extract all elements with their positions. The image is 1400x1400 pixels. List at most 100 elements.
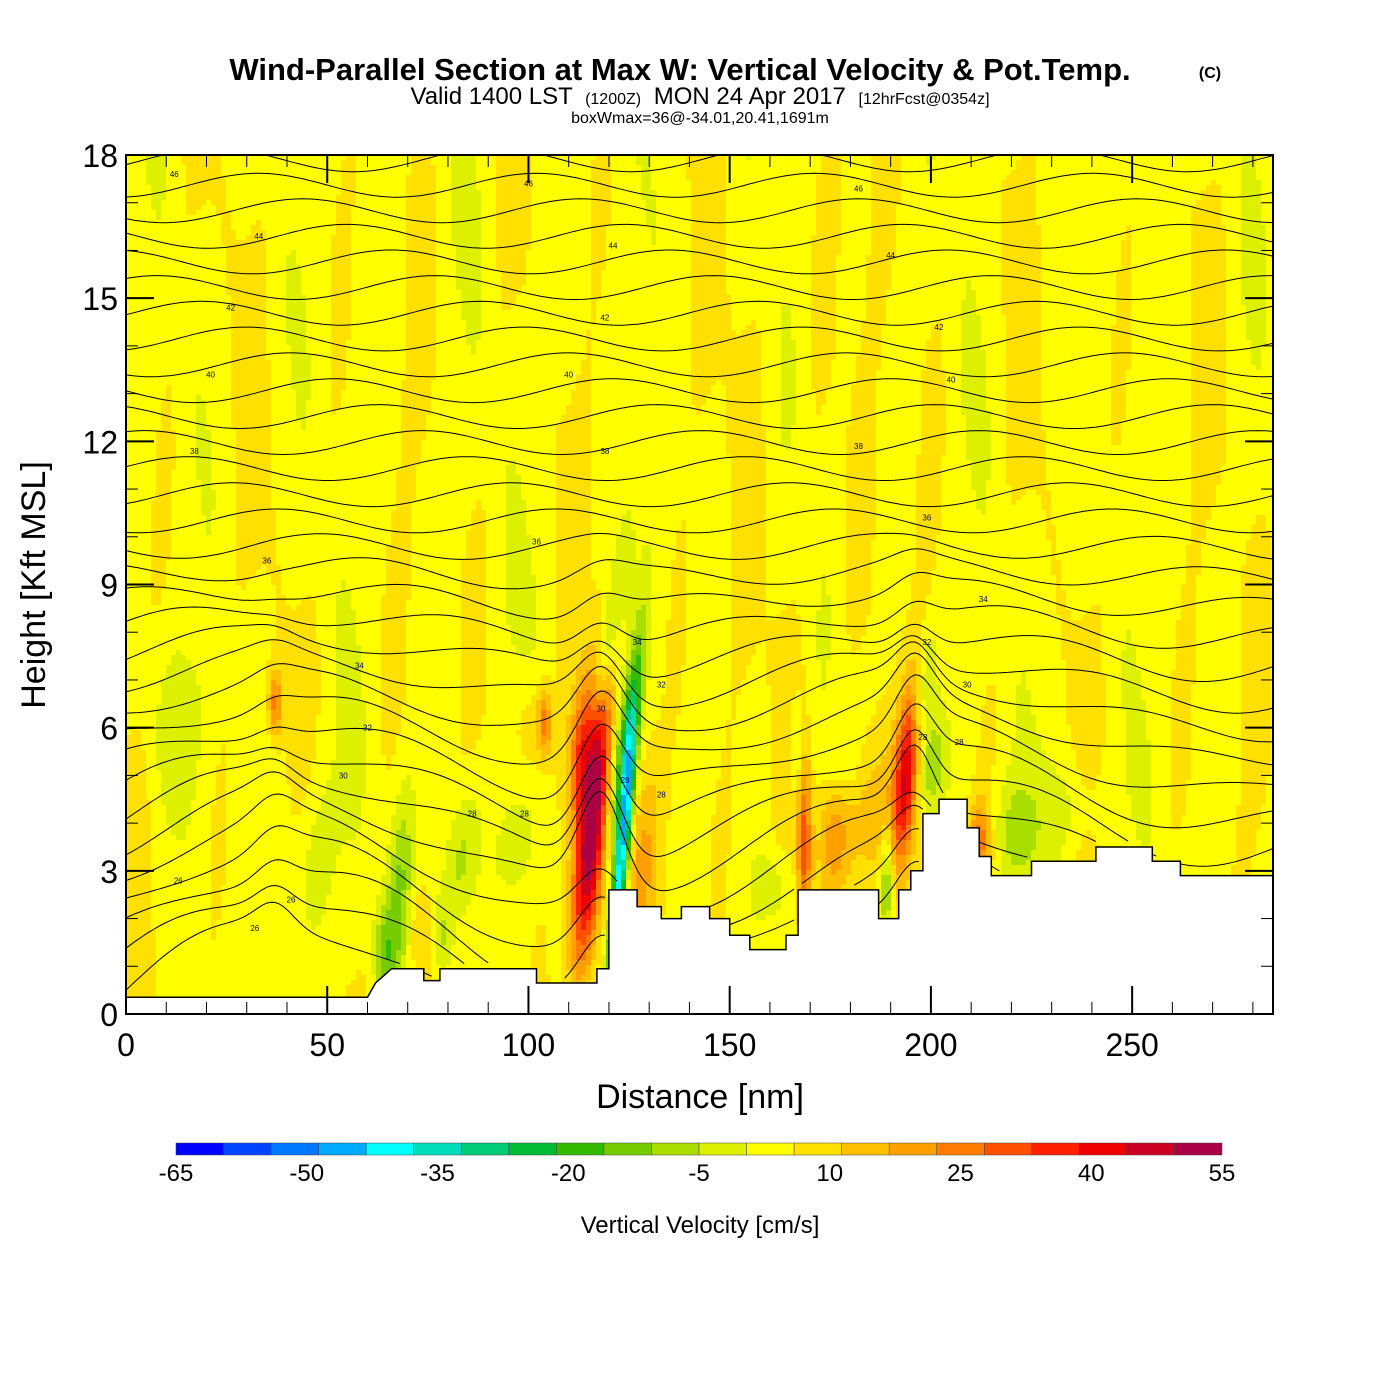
copyright-mark: (C) bbox=[1199, 65, 1221, 82]
theta-contour-label: 30 bbox=[596, 705, 605, 714]
y-tick-label: 12 bbox=[82, 424, 118, 460]
x-axis: 0 50 100 150 200 250 bbox=[117, 155, 1254, 1063]
theta-contour-label: 36 bbox=[922, 514, 931, 523]
colorbar-swatch bbox=[1079, 1142, 1128, 1156]
theta-contour bbox=[126, 352, 1273, 378]
theta-contour bbox=[126, 482, 1273, 508]
theta-contour-label: 28 bbox=[520, 810, 529, 819]
theta-contour bbox=[126, 456, 1273, 481]
colorbar bbox=[175, 1142, 1223, 1156]
theta-contour-label: 32 bbox=[363, 724, 372, 733]
theta-contour-label: 28 bbox=[657, 790, 666, 799]
theta-contour bbox=[126, 223, 1273, 249]
colorbar-tick-label: 10 bbox=[816, 1160, 843, 1187]
colorbar-swatch bbox=[1031, 1142, 1080, 1156]
plot-area: 46 46 46 44 44 44 42 42 42 40 40 40 38 38 38 36 36 36 34 34… bbox=[126, 155, 1273, 1014]
colorbar-swatch bbox=[746, 1142, 795, 1156]
theta-contour bbox=[126, 198, 1273, 224]
x-axis-label: Distance [nm] bbox=[596, 1078, 804, 1116]
colorbar-swatch bbox=[461, 1142, 510, 1156]
theta-contour bbox=[126, 508, 1273, 534]
colorbar-swatch bbox=[841, 1142, 890, 1156]
colorbar-tick-label: -35 bbox=[420, 1160, 455, 1187]
theta-contour bbox=[126, 275, 1273, 300]
theta-contour bbox=[126, 804, 1000, 948]
colorbar-swatch bbox=[698, 1142, 747, 1156]
theta-contour-label: 46 bbox=[170, 170, 179, 179]
y-tick-label: 3 bbox=[100, 854, 118, 890]
valid-date: MON 24 Apr 2017 bbox=[654, 83, 846, 110]
theta-contour bbox=[126, 378, 1273, 404]
terrain bbox=[126, 798, 1273, 1014]
theta-contour-label: 28 bbox=[955, 738, 964, 747]
theta-contour-label: 32 bbox=[922, 638, 931, 647]
theta-contour bbox=[126, 744, 1097, 892]
theta-contour bbox=[126, 641, 1273, 743]
theta-contour bbox=[126, 652, 1273, 766]
x-tick-label: 150 bbox=[703, 1027, 756, 1063]
theta-contour bbox=[126, 623, 1273, 682]
colorbar-swatch bbox=[556, 1142, 605, 1156]
colorbar-swatch bbox=[793, 1142, 842, 1156]
theta-contour bbox=[126, 155, 1273, 173]
theta-contour-label: 42 bbox=[935, 323, 944, 332]
theta-contour-labels: 46 46 46 44 44 44 42 42 42 40 40 40 38 38 38 36 36 36 34 34… bbox=[170, 170, 988, 933]
y-tick-label: 0 bbox=[100, 997, 118, 1033]
theta-contour bbox=[126, 249, 1273, 275]
theta-contour bbox=[126, 430, 1273, 456]
theta-contour-label: 44 bbox=[254, 232, 263, 241]
theta-contour-label: 34 bbox=[355, 662, 364, 671]
theta-contour-label: 46 bbox=[524, 180, 533, 189]
theta-contour bbox=[126, 600, 1273, 649]
y-tick-label: 6 bbox=[100, 711, 118, 747]
theta-contours bbox=[126, 155, 1273, 991]
theta-contour bbox=[126, 404, 1273, 429]
theta-contour-label: 44 bbox=[886, 251, 895, 260]
colorbar-swatch bbox=[936, 1142, 985, 1156]
colorbar-tick-label: -5 bbox=[688, 1160, 709, 1187]
theta-contour bbox=[126, 635, 1273, 714]
velocity-field bbox=[126, 155, 1273, 1014]
chart-title: Wind-Parallel Section at Max W: Vertical… bbox=[229, 52, 1130, 87]
colorbar-swatch bbox=[603, 1142, 652, 1156]
colorbar-swatch bbox=[223, 1142, 272, 1156]
theta-contour-label: 30 bbox=[339, 771, 348, 780]
theta-contour-label: 38 bbox=[854, 442, 863, 451]
colorbar-tick-label: 40 bbox=[1078, 1160, 1105, 1187]
theta-contour bbox=[126, 300, 1273, 326]
theta-contour-label: 30 bbox=[963, 681, 972, 690]
theta-contour-label: 26 bbox=[250, 924, 259, 933]
theta-contour-label: 32 bbox=[657, 681, 666, 690]
theta-contour bbox=[126, 674, 1273, 800]
theta-contour-label: 44 bbox=[609, 242, 618, 251]
theta-contour bbox=[126, 532, 1273, 560]
theta-contour-label: 38 bbox=[600, 447, 609, 456]
theta-contour-label: 26 bbox=[287, 895, 296, 904]
forecast-info: [12hrFcst@0354z] bbox=[859, 91, 990, 108]
theta-contour bbox=[126, 326, 1273, 352]
valid-prefix: Valid 1400 LST bbox=[410, 83, 573, 110]
chart-subtitle: Valid 1400 LST (1200Z) MON 24 Apr 2017 [… bbox=[410, 83, 989, 110]
theta-contour-label: 40 bbox=[564, 371, 573, 380]
x-tick-label: 100 bbox=[502, 1027, 555, 1063]
theta-contour-label: 36 bbox=[262, 557, 271, 566]
y-tick-label: 18 bbox=[82, 138, 118, 174]
theta-contour-label: 42 bbox=[226, 304, 235, 313]
colorbar-swatch bbox=[365, 1142, 414, 1156]
colorbar-swatch bbox=[984, 1142, 1033, 1156]
colorbar-swatch bbox=[175, 1142, 224, 1156]
y-axis-label: Height [Kft MSL] bbox=[15, 461, 53, 709]
theta-contour-label: 46 bbox=[854, 184, 863, 193]
colorbar-ticks: -65 -50 -35 -20 -5 10 25 40 55 bbox=[159, 1160, 1236, 1187]
colorbar-swatch bbox=[318, 1142, 367, 1156]
x-tick-label: 50 bbox=[309, 1027, 345, 1063]
theta-contour-label: 28 bbox=[621, 776, 630, 785]
theta-contour bbox=[126, 572, 1273, 620]
theta-contour-label: 34 bbox=[633, 638, 642, 647]
colorbar-swatch bbox=[888, 1142, 937, 1156]
colorbar-swatch bbox=[270, 1142, 319, 1156]
colorbar-swatch bbox=[1174, 1142, 1223, 1156]
x-tick-label: 200 bbox=[904, 1027, 957, 1063]
